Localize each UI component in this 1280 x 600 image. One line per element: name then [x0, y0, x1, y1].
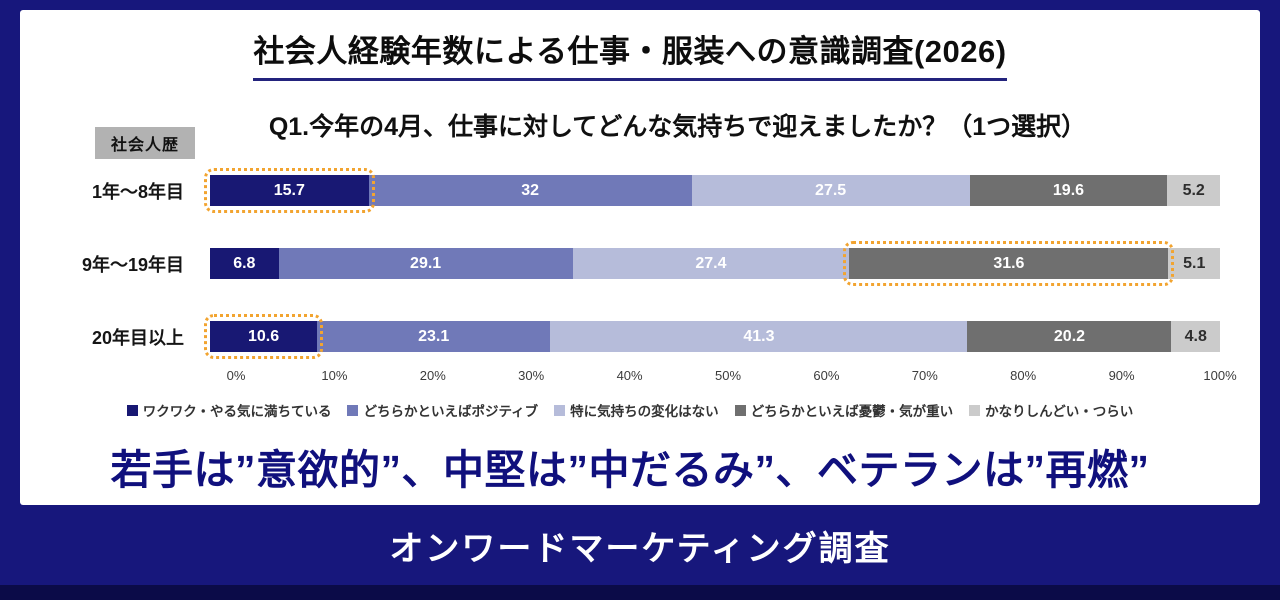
row-label: 1年〜8年目 — [91, 181, 184, 202]
axis-tick: 100% — [1203, 368, 1237, 383]
footer-band: オンワードマーケティング調査 — [0, 505, 1280, 585]
page-title-text: 社会人経験年数による仕事・服装への意識調査(2026) — [253, 26, 1007, 81]
legend-item: どちらかといえばポジティブ — [347, 400, 538, 420]
legend-label: どちらかといえば憂鬱・気が重い — [750, 404, 954, 419]
bar-segment: 5.1 — [1168, 248, 1220, 279]
legend-label: ワクワク・やる気に満ちている — [142, 404, 332, 419]
bar-segment: 10.6 — [203, 314, 324, 359]
question-title: Q1.今年の4月、仕事に対してどんな気持ちで迎えましたか？（1つ選択） — [268, 113, 1087, 141]
bar-segment: 32 — [368, 175, 692, 206]
chart-row: 20年目以上 10.6 23.1 41.3 20.2 4.8 — [40, 314, 1220, 359]
footer-title: オンワードマーケティング調査 — [389, 529, 891, 568]
legend-label: 特に気持ちの変化はない — [570, 404, 719, 419]
legend-item: かなりしんどい・つらい — [969, 400, 1133, 420]
legend-swatch — [969, 404, 981, 416]
axis-tick: 50% — [714, 368, 742, 383]
axis-tick: 80% — [1010, 368, 1037, 383]
tagline: 若手は”意欲的”、中堅は”中だるみ”、ベテランは”再燃” — [110, 447, 1150, 493]
legend-swatch — [734, 404, 746, 416]
experience-badge: 社会人歴 — [95, 127, 196, 159]
row-label: 20年目以上 — [91, 327, 184, 348]
axis-tick: 40% — [616, 368, 643, 383]
chart-row: 9年〜19年目 6.8 29.1 27.4 31.6 5.1 — [40, 241, 1220, 286]
legend-label: かなりしんどい・つらい — [985, 404, 1134, 419]
axis-tick: 30% — [518, 368, 545, 383]
legend-swatch — [347, 404, 359, 416]
legend-item: どちらかといえば憂鬱・気が重い — [734, 400, 954, 420]
legend-swatch — [126, 404, 138, 416]
bar-segment: 23.1 — [317, 321, 551, 352]
chart-rows: 1年〜8年目 15.7 32 27.5 19.6 5.2 9年〜19年目 6.8 29.1 27.… — [40, 168, 1220, 359]
axis-tick: 70% — [911, 368, 938, 383]
bar-segment: 5.2 — [1167, 175, 1220, 206]
stacked-bar: 10.6 23.1 41.3 20.2 4.8 — [203, 314, 1220, 359]
bar-segment: 15.7 — [204, 168, 375, 213]
legend-label: どちらかといえばポジティブ — [363, 404, 539, 419]
chart-row: 1年〜8年目 15.7 32 27.5 19.6 5.2 — [40, 168, 1220, 213]
axis-tick: 60% — [813, 368, 840, 383]
legend-swatch — [554, 404, 566, 416]
bottom-strip — [0, 585, 1280, 600]
stacked-bar-chart: 1年〜8年目 15.7 32 27.5 19.6 5.2 9年〜19年目 6.8 29.1 27.… — [40, 168, 1237, 420]
axis-tick: 10% — [321, 368, 348, 383]
bar-segment: 27.4 — [572, 248, 850, 279]
axis-tick: 0% — [226, 368, 246, 383]
x-axis: 0% 10% 20% 30% 40% 50% 60% 70% 80% 90% 100% — [227, 368, 1237, 386]
legend-item: ワクワク・やる気に満ちている — [126, 400, 332, 420]
bar-segment: 4.8 — [1171, 321, 1220, 352]
axis-tick: 20% — [419, 368, 446, 383]
stacked-bar: 6.8 29.1 27.4 31.6 5.1 — [210, 241, 1220, 286]
bar-segment: 41.3 — [550, 321, 968, 352]
legend-item: 特に気持ちの変化はない — [554, 400, 719, 420]
row-label: 9年〜19年目 — [81, 254, 184, 275]
bar-segment: 31.6 — [843, 241, 1175, 286]
stacked-bar: 15.7 32 27.5 19.6 5.2 — [204, 168, 1220, 213]
bar-segment: 29.1 — [278, 248, 573, 279]
legend: ワクワク・やる気に満ちている どちらかといえばポジティブ 特に気持ちの変化はない どち… — [40, 400, 1220, 420]
survey-card: 社会人経験年数による仕事・服装への意識調査(2026) Q1.今年の4月、仕事に… — [20, 10, 1260, 505]
bar-segment: 20.2 — [967, 321, 1172, 352]
bar-segment: 19.6 — [969, 175, 1168, 206]
bar-segment: 27.5 — [691, 175, 970, 206]
bar-segment: 6.8 — [210, 248, 279, 279]
question-header: Q1.今年の4月、仕事に対してどんな気持ちで迎えましたか？（1つ選択） 社会人歴 — [40, 107, 1220, 159]
page-title: 社会人経験年数による仕事・服装への意識調査(2026) — [40, 26, 1220, 81]
axis-tick: 90% — [1108, 368, 1135, 383]
